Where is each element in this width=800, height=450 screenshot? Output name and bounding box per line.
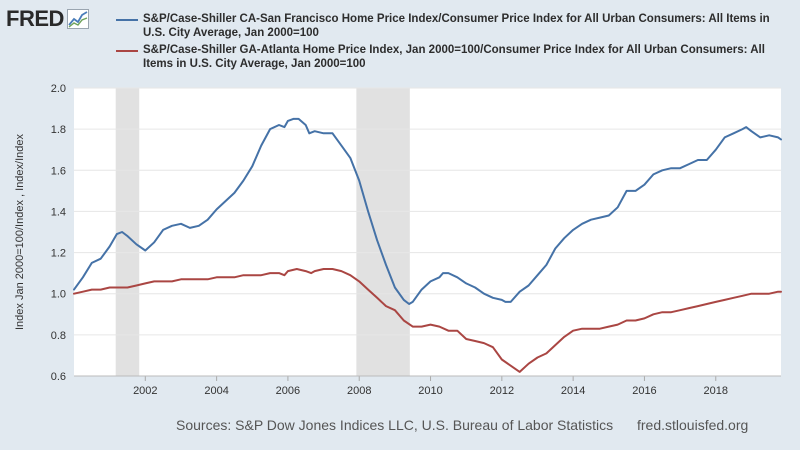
series-line-san-francisco <box>73 117 782 305</box>
legend-item-atlanta[interactable]: S&P/Case-Shiller GA-Atlanta Home Price I… <box>116 43 788 71</box>
y-tick-label: 1.8 <box>51 124 66 136</box>
fred-logo-text: FRED <box>6 6 64 31</box>
series-line-atlanta <box>73 268 782 373</box>
legend-swatch-atlanta <box>116 50 138 52</box>
chart-legend: S&P/Case-Shiller CA-San Francisco Home P… <box>116 12 788 74</box>
recession-band-2 <box>356 88 410 376</box>
legend-label-sf: S&P/Case-Shiller CA-San Francisco Home P… <box>143 13 770 39</box>
y-tick-label: 2.0 <box>51 83 66 95</box>
source-note: Sources: S&P Dow Jones Indices LLC, U.S.… <box>176 417 614 433</box>
recession-band-1 <box>115 88 140 376</box>
y-tick-label: 0.8 <box>51 330 66 342</box>
y-axis-title: Index Jan 2000=100/Index , Index/Index <box>14 133 26 330</box>
y-tick-label: 1.2 <box>51 248 66 260</box>
y-tick-label: 1.4 <box>51 206 66 218</box>
x-tick-label: 2014 <box>561 385 585 397</box>
legend-label-atlanta: S&P/Case-Shiller GA-Atlanta Home Price I… <box>143 44 765 70</box>
x-tick-label: 2008 <box>347 385 371 397</box>
fred-url-link[interactable]: fred.stlouisfed.org <box>637 417 749 433</box>
legend-swatch-sf <box>116 19 138 21</box>
legend-item-sf[interactable]: S&P/Case-Shiller CA-San Francisco Home P… <box>116 12 788 40</box>
x-tick-label: 2018 <box>704 385 728 397</box>
x-tick-label: 2010 <box>418 385 442 397</box>
y-tick-label: 1.6 <box>51 165 66 177</box>
x-tick-label: 2016 <box>632 385 656 397</box>
fred-chart-icon <box>66 9 89 29</box>
y-tick-label: 0.6 <box>51 371 66 383</box>
x-tick-label: 2004 <box>204 385 228 397</box>
x-tick-label: 2006 <box>276 385 300 397</box>
plot-background <box>74 88 781 376</box>
fred-logo[interactable]: FRED <box>6 6 89 32</box>
y-tick-label: 1.0 <box>51 289 66 301</box>
x-tick-label: 2012 <box>490 385 514 397</box>
x-tick-label: 2002 <box>133 385 157 397</box>
